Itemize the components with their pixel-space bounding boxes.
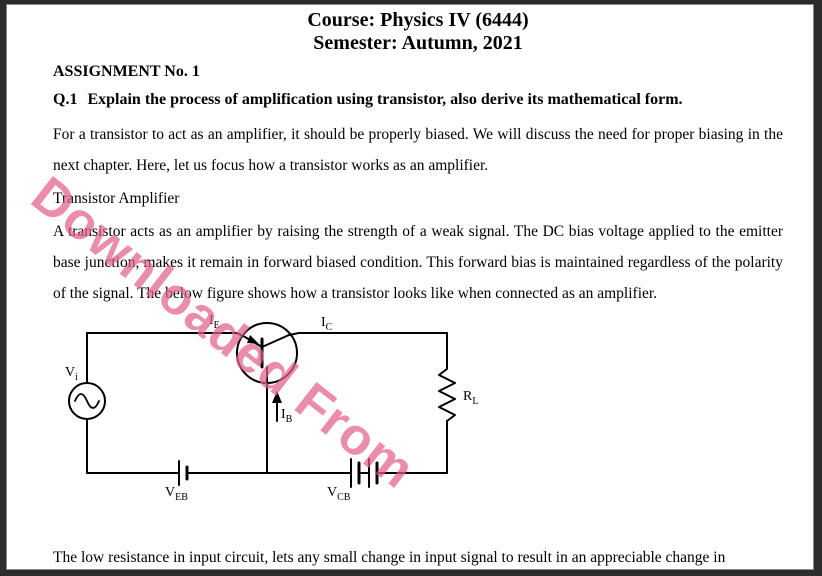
label-veb: VEB <box>165 485 188 503</box>
label-vi: Vi <box>65 365 78 383</box>
subheading: Transistor Amplifier <box>53 183 783 214</box>
semester-title: Semester: Autumn, 2021 <box>53 32 783 55</box>
question-number: Q.1 <box>53 91 77 108</box>
content-area: Course: Physics IV (6444) Semester: Autu… <box>7 5 813 513</box>
paragraph-3: The low resistance in input circuit, let… <box>53 549 783 567</box>
question-text: Explain the process of amplification usi… <box>87 91 682 108</box>
question-line: Q.1 Explain the process of amplification… <box>53 91 783 109</box>
assignment-number: ASSIGNMENT No. 1 <box>53 63 783 81</box>
label-ib: IB <box>281 407 292 425</box>
course-title: Course: Physics IV (6444) <box>53 9 783 32</box>
paragraph-2: A transistor acts as an amplifier by rai… <box>53 216 783 309</box>
label-vcb: VCB <box>327 485 350 503</box>
page: Course: Physics IV (6444) Semester: Autu… <box>6 4 814 570</box>
label-ic: IC <box>321 315 332 333</box>
label-ie: IE <box>209 313 220 331</box>
paragraph-1: For a transistor to act as an amplifier,… <box>53 119 783 181</box>
label-rl: RL <box>463 389 478 407</box>
circuit-figure: IE IC IB Vi VEB VCB RL <box>67 313 497 513</box>
